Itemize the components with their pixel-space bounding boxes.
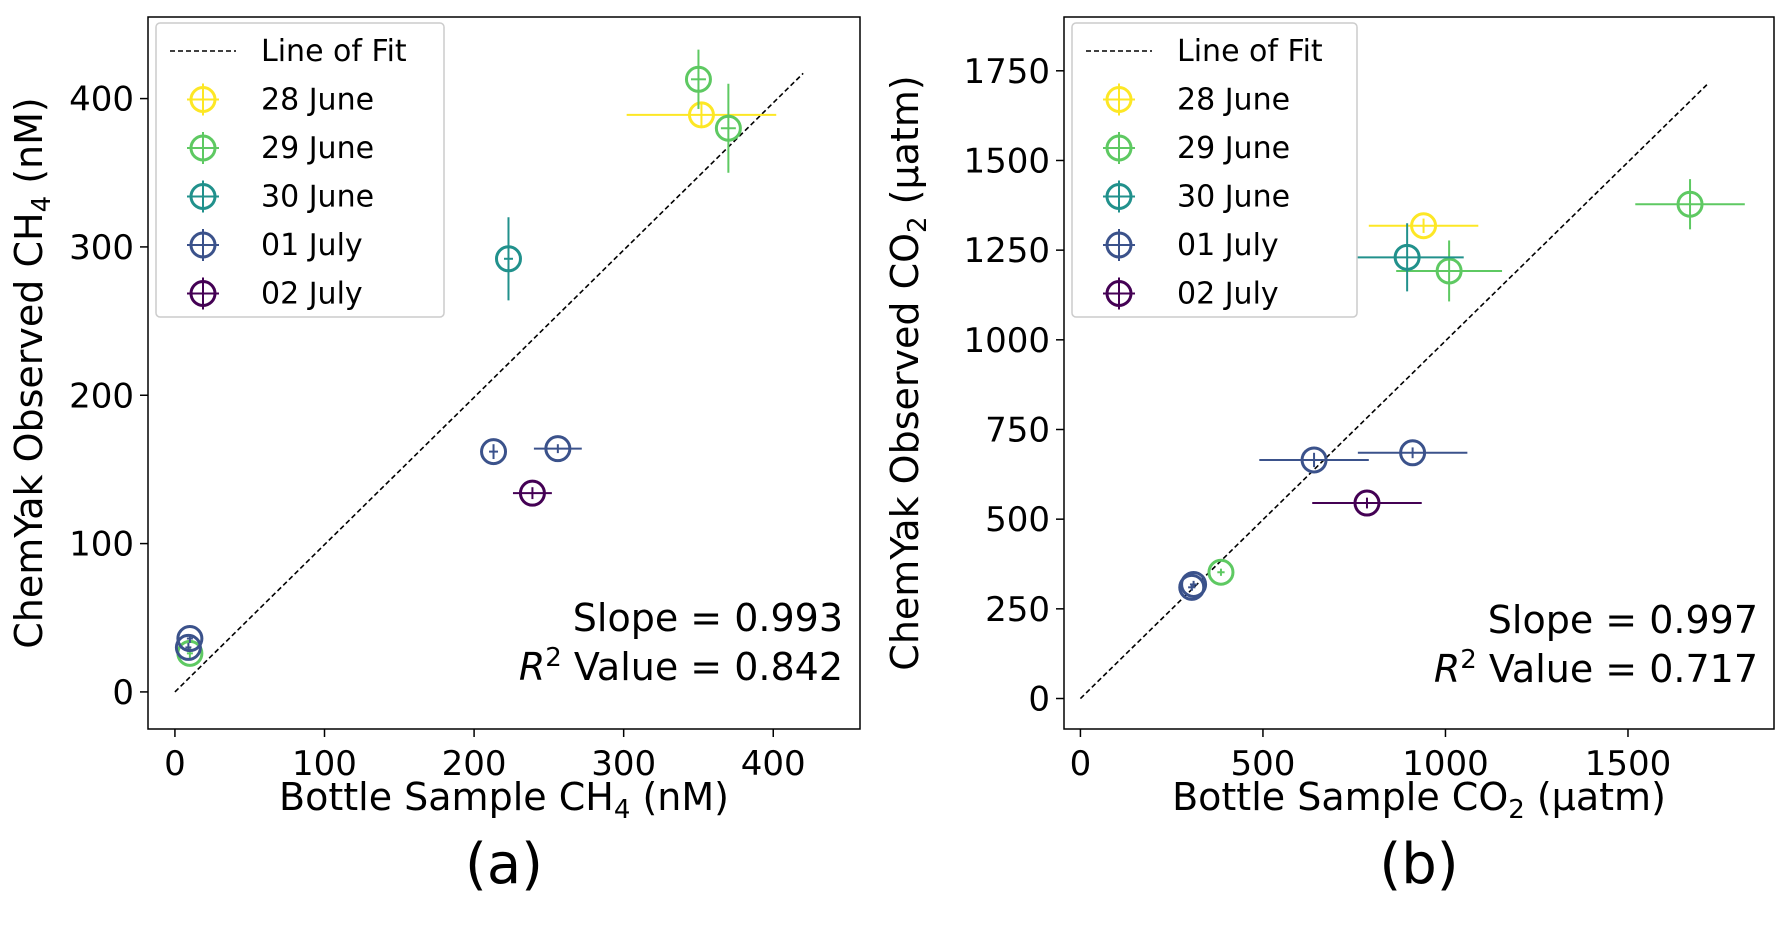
y-tick-label: 500 (985, 500, 1050, 540)
marker-circle (714, 114, 742, 142)
legend-entry-label: 02 July (261, 277, 363, 312)
legend: Line of Fit 28 June 29 June 30 June 01 July 0… (1071, 22, 1358, 318)
data-point-01-july (533, 435, 582, 463)
x-tick-label: 0 (164, 744, 186, 784)
marker-circle (1676, 190, 1704, 218)
data-point-01-july (1357, 439, 1468, 467)
data-point-29-june (684, 49, 712, 109)
marker-circle (687, 101, 715, 129)
legend-entry-label: 01 July (261, 228, 363, 263)
y-tick-label: 0 (112, 673, 134, 713)
y-tick-label: 750 (985, 410, 1050, 450)
legend-fit-label: Line of Fit (1177, 34, 1323, 69)
slope-text: Slope = 0.997 (1488, 598, 1758, 642)
legend-entry-label: 30 June (261, 180, 374, 215)
data-point-01-july (174, 633, 202, 661)
legend-swatch-circle (1105, 134, 1133, 162)
data-point-02-july (512, 479, 552, 507)
legend-entry-label: 29 June (1177, 131, 1290, 166)
panel-b: 0 500 1000 1500 0 250 500 750 1000 1250 1500 1750 Li… (883, 16, 1775, 897)
legend-swatch-circle (189, 86, 217, 113)
line-of-fit (174, 72, 804, 693)
panel-label: (a) (465, 832, 543, 897)
x-tick-label: 0 (1070, 744, 1092, 784)
x-tick-label: 1500 (1585, 744, 1672, 784)
y-tick-label: 250 (985, 590, 1050, 630)
data-point-28-june (1368, 212, 1479, 240)
legend-swatch-circle (189, 231, 217, 259)
legend-box (155, 22, 445, 318)
panel-label: (b) (1379, 832, 1458, 897)
x-tick-label: 400 (741, 744, 806, 784)
marker-circle (684, 65, 712, 93)
y-axis-label: ChemYak Observed CO2 (µatm) (883, 75, 933, 670)
legend-swatch-circle (189, 134, 217, 162)
data-point-29-june (1207, 558, 1235, 586)
marker-circle (1410, 212, 1438, 240)
x-tick-label: 200 (442, 744, 507, 784)
y-tick-label: 0 (1028, 680, 1050, 720)
marker-circle (1435, 257, 1463, 285)
data-point-29-june (1396, 240, 1503, 302)
panel-a: 0 100 200 300 400 0 100 200 300 400 Line of Fit 28 … (7, 16, 861, 897)
legend-entry-label: 28 June (1177, 83, 1290, 118)
legend-entry-label: 28 June (261, 83, 374, 118)
y-tick-label: 200 (69, 376, 134, 416)
marker-circle (544, 435, 572, 463)
y-tick-label: 300 (69, 228, 134, 268)
marker-circle (494, 245, 522, 273)
legend-swatch-circle (189, 183, 217, 210)
x-axis-label: Bottle Sample CH4 (nM) (279, 775, 729, 825)
data-point-30-june (494, 217, 522, 301)
data-point-29-june (714, 83, 742, 173)
r2-text: R2 Value = 0.842 (519, 643, 843, 689)
legend-swatch-circle (1105, 280, 1133, 307)
legend-entry-label: 30 June (1177, 180, 1290, 215)
y-tick-label: 1250 (963, 231, 1050, 271)
legend-entry-label: 29 June (261, 131, 374, 166)
legend-entry-label: 01 July (1177, 228, 1279, 263)
y-axis-label: ChemYak Observed CH4 (nM) (7, 97, 57, 649)
legend-swatch-circle (1105, 86, 1133, 113)
marker-circle (480, 438, 508, 466)
data-point-28-june (626, 101, 777, 129)
y-tick-label: 1750 (963, 52, 1050, 92)
x-tick-label: 100 (292, 744, 357, 784)
data-point-29-june (1635, 179, 1745, 230)
data-point-01-july (1178, 573, 1206, 601)
y-tick-label: 100 (69, 525, 134, 565)
marker-circle (1393, 243, 1421, 271)
legend-fit-label: Line of Fit (261, 34, 407, 69)
legend-swatch-circle (1105, 231, 1133, 259)
marker-circle (1300, 446, 1328, 474)
x-tick-label: 300 (591, 744, 656, 784)
marker-circle (174, 633, 202, 661)
data-point-02-july (1312, 489, 1422, 517)
r2-text: R2 Value = 0.717 (1434, 645, 1758, 691)
marker-circle (1178, 573, 1206, 601)
x-tick-label: 500 (1230, 744, 1295, 784)
y-tick-label: 1000 (963, 321, 1050, 361)
x-axis-label: Bottle Sample CO2 (µatm) (1172, 775, 1666, 825)
data-point-01-july (1259, 446, 1369, 474)
data-point-01-july (480, 438, 508, 466)
y-tick-label: 1500 (963, 141, 1050, 181)
marker-circle (1207, 558, 1235, 586)
legend-swatch-circle (1105, 183, 1133, 210)
y-tick-label: 400 (69, 80, 134, 120)
legend-entry-label: 02 July (1177, 277, 1279, 312)
marker-circle (518, 479, 546, 507)
marker-circle (1353, 489, 1381, 517)
legend-swatch-circle (189, 280, 217, 307)
legend: Line of Fit 28 June 29 June 30 June 01 July 0… (155, 22, 445, 318)
marker-circle (176, 625, 204, 653)
slope-text: Slope = 0.993 (573, 596, 843, 640)
x-tick-label: 1000 (1402, 744, 1489, 784)
legend-box (1071, 22, 1358, 318)
data-point-30-june (1350, 223, 1464, 292)
marker-circle (1399, 439, 1427, 467)
